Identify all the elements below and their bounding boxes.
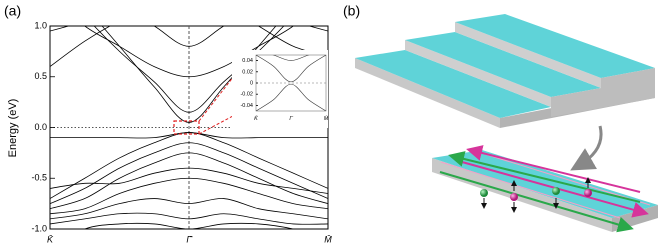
main-plot: -1.0 -0.5 0.0 0.5 1.0 K̄ Γ̄ M̄ (31, 20, 332, 244)
inset-plot: 0.04 0.02 0 -0.02 -0.04K̄ Γ̄ M̄ (240, 55, 329, 122)
x-tick-label: K̄ (254, 115, 258, 122)
band-line (256, 55, 326, 83)
x-tick-label: M̄ (324, 234, 332, 244)
band-line (50, 198, 328, 220)
y-tick-label: 0.0 (34, 122, 47, 132)
x-tick-label: K̄ (47, 234, 54, 244)
x-tick-label: Γ̄ (289, 116, 293, 122)
y-tick-label: 0.02 (242, 69, 253, 75)
y-tick-label: 1.0 (34, 20, 47, 30)
band-line (50, 177, 328, 215)
panel-label: (a) (4, 3, 21, 19)
y-tick-label: 0 (250, 80, 253, 86)
bands (50, 26, 328, 229)
y-tick-label: -0.02 (240, 92, 253, 98)
band-line (272, 55, 310, 61)
bands (256, 55, 326, 111)
band-line (83, 222, 295, 229)
band-line (50, 152, 328, 210)
band-line (50, 142, 328, 204)
staircase (355, 14, 655, 128)
band-line (84, 26, 294, 78)
band-line (50, 26, 328, 47)
x-tick-label: Γ̄ (186, 234, 193, 244)
y-tick-label: 0.5 (34, 71, 47, 81)
band-line (93, 26, 285, 113)
band-line (101, 26, 277, 123)
ribbon (432, 145, 658, 233)
band-line (50, 132, 328, 199)
band-line (50, 212, 328, 225)
y-tick-label: -0.5 (31, 173, 47, 183)
panel-label: (b) (343, 3, 360, 19)
y-axis-label: Energy (eV) (7, 99, 19, 158)
transition-arrow (570, 125, 603, 171)
band-line (256, 83, 326, 111)
zoom-box (173, 120, 200, 135)
y-tick-label: 0.04 (242, 58, 253, 64)
band-line (50, 167, 328, 194)
y-tick-label: -0.04 (240, 103, 253, 109)
y-tick-label: -1.0 (31, 223, 47, 233)
x-tick-label: M̄ (324, 115, 329, 122)
band-line (50, 26, 328, 67)
inset-background (232, 50, 328, 128)
